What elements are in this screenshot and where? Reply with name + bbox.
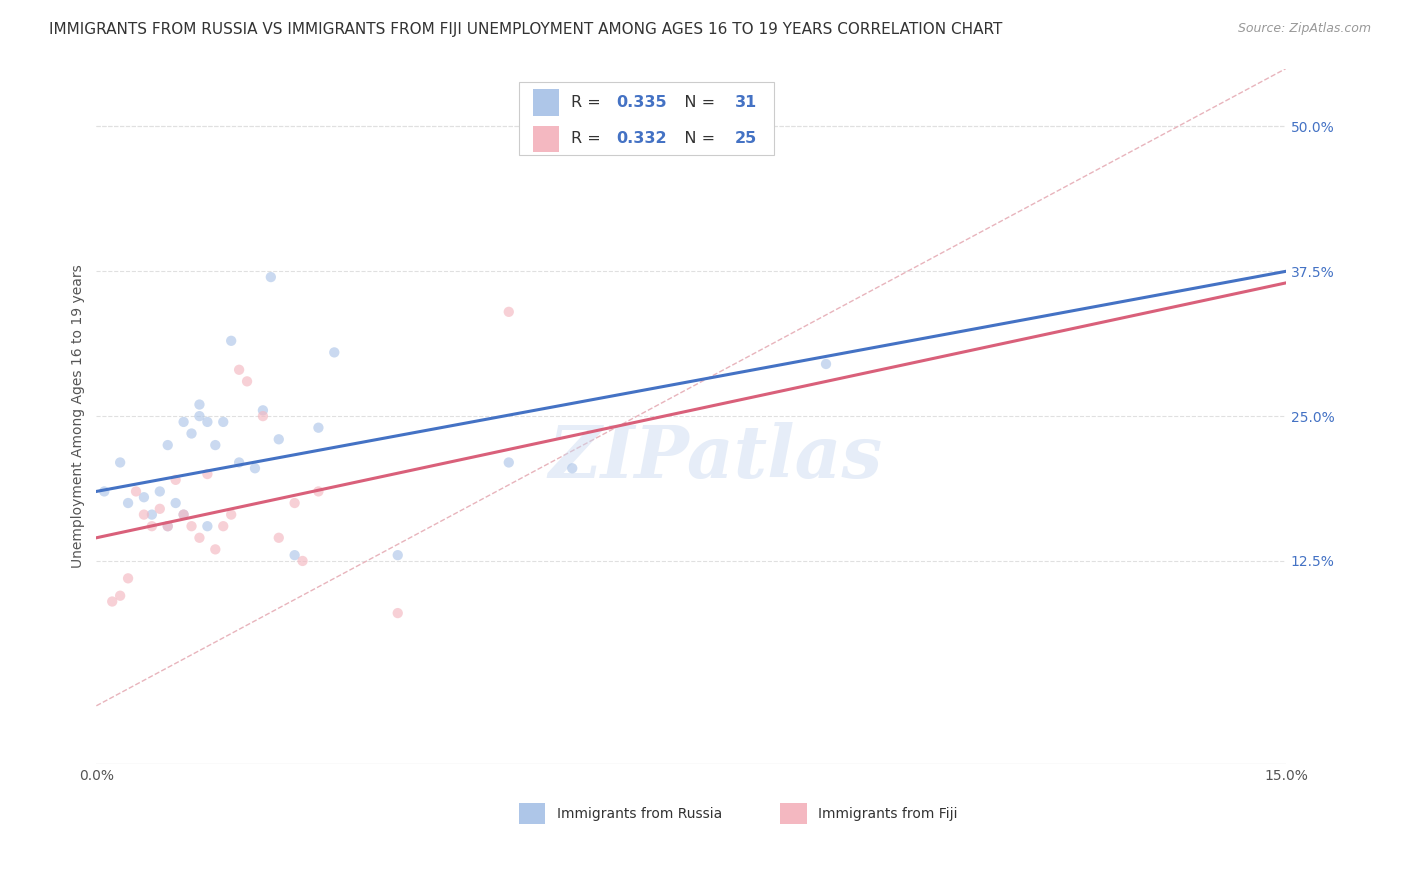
Point [267,531,290,545]
Text: N =: N = [669,131,720,146]
Point [197,519,219,533]
Point [173,415,195,429]
Text: 31: 31 [735,95,758,110]
Point [219,508,242,522]
Text: Immigrants from Russia: Immigrants from Russia [557,806,723,821]
Point [188,398,211,412]
Point [173,508,195,522]
FancyBboxPatch shape [519,804,546,824]
Text: IMMIGRANTS FROM RUSSIA VS IMMIGRANTS FROM FIJI UNEMPLOYMENT AMONG AGES 16 TO 19 : IMMIGRANTS FROM RUSSIA VS IMMIGRANTS FRO… [49,22,1002,37]
Point [498,305,520,319]
Point [284,548,307,562]
Point [260,270,283,285]
Point [132,490,155,504]
FancyBboxPatch shape [533,126,560,153]
Point [149,501,172,516]
Text: 0.332: 0.332 [616,131,666,146]
Text: 25: 25 [735,131,758,146]
Point [323,345,346,359]
Point [219,334,242,348]
Point [267,432,290,446]
Text: R =: R = [571,131,606,146]
Point [108,455,131,469]
Point [165,473,187,487]
Point [212,519,235,533]
Point [197,467,219,481]
Point [307,420,329,434]
Point [180,426,202,441]
Text: Immigrants from Fiji: Immigrants from Fiji [818,806,957,821]
Point [156,519,179,533]
FancyBboxPatch shape [780,804,807,824]
Point [252,403,274,417]
Y-axis label: Unemployment Among Ages 16 to 19 years: Unemployment Among Ages 16 to 19 years [72,264,86,568]
FancyBboxPatch shape [519,82,775,155]
Point [149,484,172,499]
Point [498,455,520,469]
Point [284,496,307,510]
Text: R =: R = [571,95,606,110]
Point [387,606,409,620]
Point [125,484,148,499]
Point [156,519,179,533]
Text: Source: ZipAtlas.com: Source: ZipAtlas.com [1237,22,1371,36]
Point [188,531,211,545]
Point [180,519,202,533]
Point [212,415,235,429]
Point [814,357,837,371]
Point [236,375,259,389]
Point [243,461,266,475]
Point [204,438,226,452]
Text: ZIPatlas: ZIPatlas [548,422,882,493]
Point [188,409,211,424]
Point [173,508,195,522]
Point [561,461,583,475]
Point [117,496,139,510]
Point [93,484,115,499]
Point [204,542,226,557]
Text: 0.335: 0.335 [616,95,666,110]
Point [156,438,179,452]
Text: N =: N = [669,95,720,110]
Point [228,363,250,377]
Point [165,496,187,510]
Point [252,409,274,424]
Point [141,508,163,522]
Point [228,455,250,469]
Point [197,415,219,429]
Point [307,484,329,499]
Point [141,519,163,533]
Point [117,571,139,585]
Point [291,554,314,568]
Point [132,508,155,522]
Point [108,589,131,603]
FancyBboxPatch shape [533,89,560,116]
Point [101,594,124,608]
Point [387,548,409,562]
